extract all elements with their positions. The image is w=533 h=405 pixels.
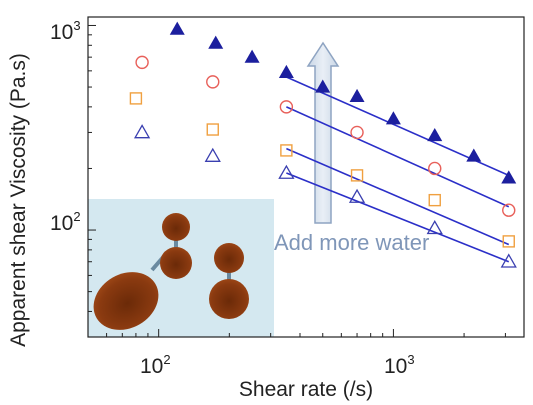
- data-point-filled-triangle: [466, 148, 482, 162]
- droplet-right-upper: [214, 243, 244, 273]
- data-point-open-triangle: [500, 253, 517, 268]
- data-point-filled-triangle: [427, 127, 443, 142]
- data-point-open-circle: [502, 203, 516, 217]
- droplet-illustration: [93, 213, 249, 330]
- fit-line-open-circle: [286, 106, 510, 208]
- data-point-open-square: [502, 235, 515, 248]
- data-point-open-triangle: [348, 188, 366, 203]
- add-water-arrow: [306, 41, 340, 224]
- inset-illustration: [88, 199, 274, 337]
- annotation-text: Add more water: [274, 230, 429, 255]
- droplet-lower: [160, 247, 192, 279]
- data-point-open-square: [280, 144, 293, 157]
- y-tick-label-1000: 103: [50, 18, 81, 44]
- data-point-open-triangle: [426, 219, 443, 235]
- data-point-filled-triangle: [501, 170, 517, 184]
- fit-line-open-triangle: [286, 172, 510, 263]
- data-point-filled-triangle: [244, 49, 260, 63]
- data-point-open-square: [428, 193, 441, 207]
- data-point-open-triangle: [278, 164, 295, 179]
- data-point-open-square: [206, 123, 219, 136]
- x-tick-label-1000: 103: [384, 352, 415, 378]
- data-point-filled-triangle: [169, 21, 185, 35]
- data-point-filled-triangle: [208, 35, 224, 49]
- droplet-right-lower: [209, 279, 249, 319]
- data-point-open-square: [350, 169, 364, 182]
- data-point-open-circle: [135, 55, 149, 70]
- data-point-open-square: [129, 92, 143, 105]
- y-axis-label: Apparent shear Viscosity (Pa.s): [7, 53, 30, 347]
- y-tick-label-100: 102: [50, 209, 81, 235]
- data-point-filled-triangle: [349, 88, 365, 103]
- data-point-open-triangle: [204, 147, 221, 162]
- plot-frame: [87, 16, 525, 338]
- data-point-open-circle: [279, 100, 294, 114]
- data-point-filled-triangle: [315, 79, 331, 93]
- data-point-open-circle: [428, 161, 442, 176]
- x-axis-label: Shear rate (/s): [239, 378, 373, 401]
- data-point-open-circle: [350, 125, 364, 140]
- data-point-open-triangle: [133, 124, 151, 139]
- data-markers: [129, 21, 517, 268]
- fit-line-open-square: [286, 147, 510, 246]
- data-point-filled-triangle: [278, 64, 294, 78]
- data-point-open-circle: [206, 75, 220, 89]
- large-droplet: [93, 272, 159, 330]
- data-point-filled-triangle: [385, 111, 401, 125]
- droplet-upper: [162, 213, 190, 241]
- axis-ticks: [87, 24, 506, 338]
- x-tick-label-100: 102: [140, 352, 171, 378]
